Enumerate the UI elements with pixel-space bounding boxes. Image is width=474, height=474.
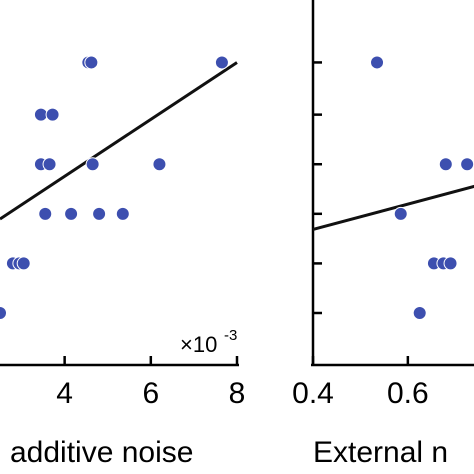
left-x-multiplier: ×10 xyxy=(180,332,217,357)
left-x-tick-label: 8 xyxy=(229,377,246,410)
right-data-point xyxy=(443,256,458,271)
left-data-point xyxy=(152,157,167,172)
right-data-point xyxy=(393,206,408,221)
left-data-point xyxy=(115,206,130,221)
left-data-point xyxy=(33,107,48,122)
left-data-point xyxy=(64,206,79,221)
left-data-point xyxy=(45,107,60,122)
left-data-point xyxy=(92,206,107,221)
left-data-point xyxy=(0,306,7,320)
right-data-point xyxy=(460,157,474,172)
left-data-point xyxy=(16,256,31,271)
right-x-tick-label: 0.6 xyxy=(387,377,429,410)
left-x-multiplier-exponent: -3 xyxy=(224,327,237,344)
left-scatter-panel: 4 6 8 additive noise ×10 -3 xyxy=(0,55,246,469)
left-data-point xyxy=(38,206,53,221)
right-x-tick-label: 0.4 xyxy=(292,377,334,410)
left-data-point xyxy=(84,55,99,70)
left-data-point xyxy=(42,157,57,172)
right-data-point xyxy=(438,157,453,172)
right-scatter-panel: 0.4 0.6 External n xyxy=(292,0,474,469)
left-x-axis-label: additive noise xyxy=(10,436,193,469)
left-data-point xyxy=(85,157,100,172)
right-x-axis-label: External n xyxy=(313,436,448,469)
left-fit-line xyxy=(0,61,238,221)
right-fit-line xyxy=(312,184,474,231)
left-x-tick-label: 4 xyxy=(56,377,73,410)
right-data-point xyxy=(412,306,427,320)
right-data-point xyxy=(370,55,385,70)
left-data-point xyxy=(214,55,229,70)
left-x-tick-label: 6 xyxy=(142,377,159,410)
